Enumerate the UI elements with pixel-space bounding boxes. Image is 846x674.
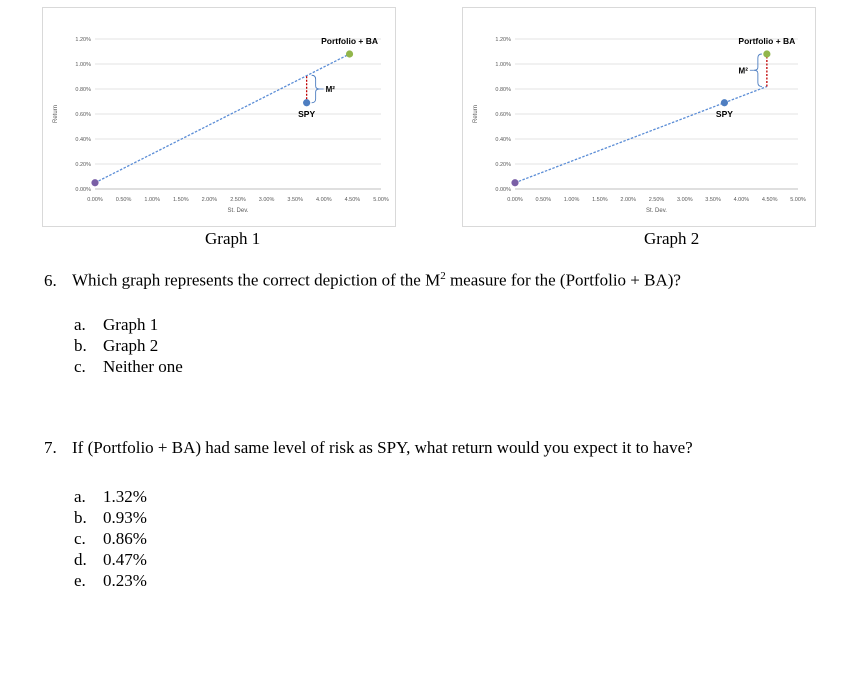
y-tick-label: 1.20% xyxy=(495,37,511,43)
option-d[interactable]: d. 0.47% xyxy=(74,549,147,570)
x-tick-label: 3.00% xyxy=(677,197,693,203)
option-c[interactable]: c. Neither one xyxy=(74,356,183,377)
question-6-options: a. Graph 1 b. Graph 2 c. Neither one xyxy=(74,314,183,377)
y-tick-label: 0.40% xyxy=(495,137,511,143)
question-text-end: measure for the (Portfolio + BA)? xyxy=(445,270,681,290)
option-letter: d. xyxy=(74,550,87,569)
x-tick-label: 5.00% xyxy=(373,197,389,203)
data-point xyxy=(763,50,771,58)
x-tick-label: 1.50% xyxy=(592,197,608,203)
question-text: If (Portfolio + BA) had same level of ri… xyxy=(72,438,693,457)
chart-graph-1: 0.00% 0.20% 0.40% 0.60% 0.80% 1.00% 1.20% 0.00%… xyxy=(42,7,396,227)
option-e[interactable]: e. 0.23% xyxy=(74,570,147,591)
y-tick-label: 1.00% xyxy=(75,62,91,68)
option-text: 0.93% xyxy=(103,508,147,527)
cal-line xyxy=(514,85,768,184)
data-point xyxy=(511,179,519,187)
x-tick-label: 5.00% xyxy=(790,197,806,203)
y-axis-label: Return xyxy=(473,105,479,123)
chart-graph-2-svg: 0.00% 0.20% 0.40% 0.60% 0.80% 1.00% 1.20% 0.00%… xyxy=(473,36,806,214)
x-tick-label: 4.00% xyxy=(734,197,750,203)
graph-1-caption: Graph 1 xyxy=(205,229,261,248)
data-point xyxy=(720,99,729,107)
question-6: 6. Which graph represents the correct dep… xyxy=(44,270,681,291)
superscript: 2 xyxy=(440,270,446,282)
y-tick-label: 0.20% xyxy=(495,162,511,168)
x-tick-label: 0.50% xyxy=(116,197,132,203)
data-point xyxy=(345,50,354,58)
question-number: 6. xyxy=(44,270,57,290)
y-tick-label: 0.20% xyxy=(75,162,91,168)
chart-graph-2: 0.00% 0.20% 0.40% 0.60% 0.80% 1.00% 1.20% 0.00%… xyxy=(462,7,816,227)
option-text: Graph 2 xyxy=(103,336,159,355)
y-tick-label: 0.60% xyxy=(495,112,511,118)
option-letter: e. xyxy=(74,571,86,590)
x-tick-label: 0.00% xyxy=(87,197,103,203)
y-tick-label: 0.60% xyxy=(75,112,91,118)
option-b[interactable]: b. Graph 2 xyxy=(74,335,183,356)
x-tick-label: 0.50% xyxy=(535,197,551,203)
x-tick-label: 0.00% xyxy=(507,197,523,203)
x-tick-label: 3.50% xyxy=(705,197,721,203)
option-text: Graph 1 xyxy=(103,315,159,334)
x-tick-label: 4.00% xyxy=(316,197,332,203)
x-axis-label: St. Dev. xyxy=(228,208,249,214)
x-tick-label: 1.50% xyxy=(173,197,189,203)
option-text: 0.47% xyxy=(103,550,147,569)
option-letter: b. xyxy=(74,508,87,527)
option-c[interactable]: c. 0.86% xyxy=(74,528,147,549)
chart-graph-1-svg: 0.00% 0.20% 0.40% 0.60% 0.80% 1.00% 1.20% 0.00%… xyxy=(53,36,389,214)
x-tick-label: 3.50% xyxy=(287,197,303,203)
option-letter: b. xyxy=(74,336,87,355)
option-b[interactable]: b. 0.93% xyxy=(74,507,147,528)
question-number: 7. xyxy=(44,438,57,457)
cal-line xyxy=(94,53,350,184)
y-axis-label: Return xyxy=(53,105,59,123)
x-tick-label: 4.50% xyxy=(762,197,778,203)
m2-brace xyxy=(753,53,762,87)
option-letter: c. xyxy=(74,357,86,376)
point-label: SPY xyxy=(716,109,733,119)
x-tick-label: 4.50% xyxy=(345,197,361,203)
question-7: 7. If (Portfolio + BA) had same level of … xyxy=(44,438,693,458)
y-tick-label: 1.00% xyxy=(495,62,511,68)
y-tick-label: 0.00% xyxy=(75,187,91,193)
x-tick-label: 2.50% xyxy=(230,197,246,203)
question-text: Which graph represents the correct depic… xyxy=(72,270,441,290)
y-tick-label: 0.40% xyxy=(75,137,91,143)
x-tick-label: 3.00% xyxy=(259,197,275,203)
y-tick-label: 0.80% xyxy=(75,87,91,93)
option-letter: a. xyxy=(74,487,86,506)
y-tick-label: 0.00% xyxy=(495,187,511,193)
option-letter: a. xyxy=(74,315,86,334)
option-a[interactable]: a. 1.32% xyxy=(74,486,147,507)
m2-label: M² xyxy=(739,66,749,75)
x-tick-label: 2.00% xyxy=(620,197,636,203)
option-text: Neither one xyxy=(103,357,183,376)
graph-2-caption: Graph 2 xyxy=(644,229,700,248)
option-text: 0.23% xyxy=(103,571,147,590)
point-label: Portfolio + BA xyxy=(738,36,795,46)
x-tick-label: 2.00% xyxy=(202,197,218,203)
m2-label: M² xyxy=(326,85,336,94)
x-tick-label: 1.00% xyxy=(144,197,160,203)
data-point xyxy=(91,179,99,187)
option-text: 0.86% xyxy=(103,529,147,548)
option-letter: c. xyxy=(74,529,86,548)
x-tick-label: 2.50% xyxy=(649,197,665,203)
point-label: SPY xyxy=(298,109,315,119)
x-axis-label: St. Dev. xyxy=(646,208,667,214)
option-text: 1.32% xyxy=(103,487,147,506)
y-tick-label: 0.80% xyxy=(495,87,511,93)
x-tick-label: 1.00% xyxy=(564,197,580,203)
option-a[interactable]: a. Graph 1 xyxy=(74,314,183,335)
question-7-options: a. 1.32% b. 0.93% c. 0.86% d. 0.47% e. 0.23% xyxy=(74,486,147,591)
point-label: Portfolio + BA xyxy=(321,36,378,46)
y-tick-label: 1.20% xyxy=(75,37,91,43)
data-point xyxy=(303,99,311,107)
